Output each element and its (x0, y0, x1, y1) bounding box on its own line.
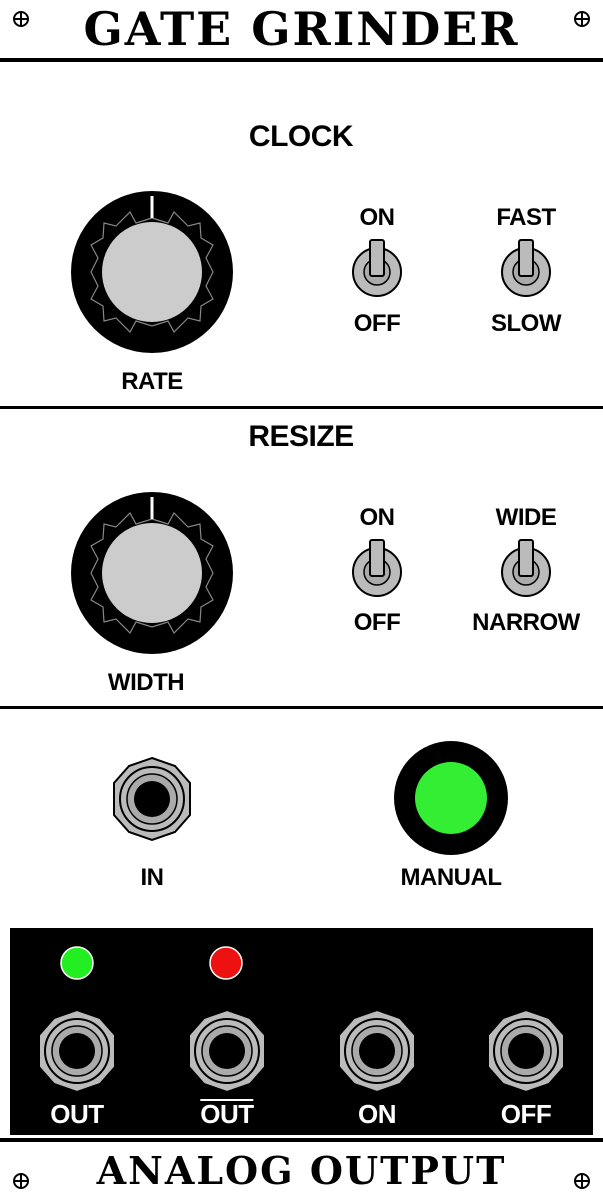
output-label-on: ON (358, 1099, 397, 1129)
resize-switch1-top-label: ON (359, 504, 396, 531)
output-label-off: OFF (500, 1099, 552, 1129)
output-label-out-inverted: OUT (200, 1099, 254, 1129)
clock-fast-slow-toggle[interactable] (500, 236, 552, 300)
clock-on-off-toggle[interactable] (351, 236, 403, 300)
divider (0, 706, 603, 709)
resize-switch2-bottom-label: NARROW (472, 609, 580, 636)
led-green (60, 946, 94, 980)
divider (0, 1138, 603, 1142)
rate-knob-label: RATE (121, 368, 183, 395)
output-jack-out[interactable] (34, 1008, 120, 1094)
output-jack-off[interactable] (483, 1008, 569, 1094)
width-knob-label: WIDTH (107, 669, 185, 696)
rate-knob[interactable] (70, 190, 234, 354)
width-knob[interactable] (70, 491, 234, 655)
resize-switch1-bottom-label: OFF (353, 609, 401, 636)
resize-wide-narrow-toggle[interactable] (500, 536, 552, 600)
screw-top-right-icon (574, 11, 590, 27)
clock-section-title: CLOCK (248, 120, 354, 153)
divider (0, 406, 603, 409)
resize-section-title: RESIZE (248, 420, 354, 453)
output-label-out: OUT (50, 1099, 104, 1129)
resize-on-off-toggle[interactable] (351, 536, 403, 600)
input-jack[interactable] (109, 756, 195, 842)
screw-bottom-right-icon (574, 1173, 590, 1189)
clock-switch1-bottom-label: OFF (353, 310, 401, 337)
led-red (209, 946, 243, 980)
manual-button[interactable] (393, 740, 509, 856)
clock-switch2-bottom-label: SLOW (491, 310, 562, 337)
output-jack-out-inverted[interactable] (184, 1008, 270, 1094)
divider (0, 58, 603, 62)
clock-switch2-top-label: FAST (496, 204, 556, 231)
screw-bottom-left-icon (13, 1173, 29, 1189)
module-footer: ANALOG OUTPUT (96, 1148, 507, 1193)
output-jack-on[interactable] (334, 1008, 420, 1094)
manual-button-label: MANUAL (400, 864, 502, 891)
screw-top-left-icon (13, 11, 29, 27)
resize-switch2-top-label: WIDE (495, 504, 557, 531)
input-jack-label: IN (140, 864, 165, 891)
module-title: GATE GRINDER (83, 2, 520, 56)
clock-switch1-top-label: ON (359, 204, 396, 231)
